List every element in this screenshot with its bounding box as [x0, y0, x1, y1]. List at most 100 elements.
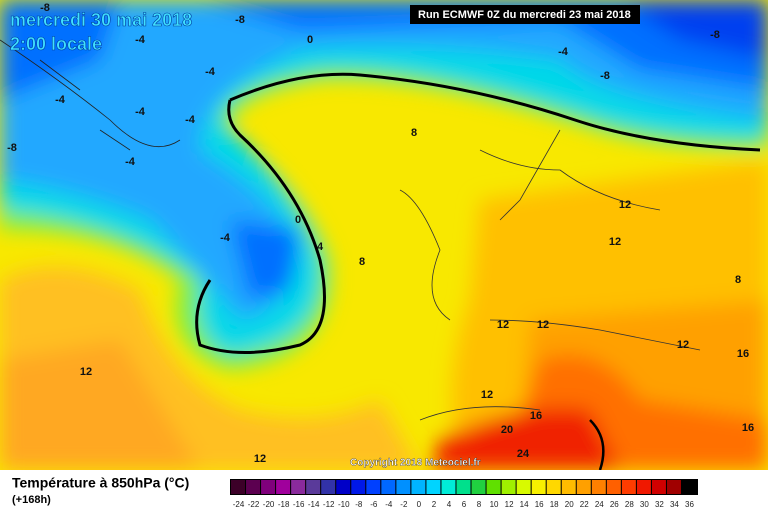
legend-label: -12: [323, 500, 335, 509]
legend-label: 14: [520, 500, 529, 509]
legend-label: -18: [278, 500, 290, 509]
legend-swatch: [621, 480, 636, 494]
contour-label: 8: [359, 256, 365, 268]
legend-label: -24: [233, 500, 245, 509]
legend-swatch: [366, 480, 381, 494]
contour-label: 24: [517, 448, 530, 460]
legend-label: 24: [595, 500, 604, 509]
map-date: mercredi 30 mai 2018: [10, 10, 192, 30]
contour-label: 12: [80, 366, 92, 378]
legend-swatch: [411, 480, 426, 494]
legend-swatch: [441, 480, 456, 494]
legend-label: -22: [248, 500, 260, 509]
legend-label: 2: [432, 500, 437, 509]
legend-label: 30: [640, 500, 649, 509]
legend-swatch: [516, 480, 531, 494]
legend-label: 6: [462, 500, 467, 509]
legend-swatch: [471, 480, 486, 494]
legend-swatch: [396, 480, 411, 494]
contour-label: -4: [185, 114, 196, 126]
legend-swatch: [666, 480, 681, 494]
legend-label: 32: [655, 500, 664, 509]
legend-swatch: [486, 480, 501, 494]
legend-swatch: [456, 480, 471, 494]
legend-label: 10: [490, 500, 499, 509]
footer-lead: (+168h): [12, 494, 51, 506]
contour-label: -8: [235, 14, 245, 26]
coastline: [0, 39, 181, 151]
contour-label: -4: [135, 34, 146, 46]
contour-label: 0: [295, 214, 301, 226]
legend-label: 16: [535, 500, 544, 509]
legend-swatch: [651, 480, 666, 494]
contour-label: 4: [317, 241, 324, 253]
contour-label: 12: [609, 236, 621, 248]
legend-swatch: [501, 480, 516, 494]
contour-label: 12: [254, 453, 266, 465]
legend-label: -14: [308, 500, 320, 509]
legend-swatch: [381, 480, 396, 494]
contour-label: -4: [558, 46, 569, 58]
contour-label: -8: [7, 142, 17, 154]
legend-swatch: [261, 480, 276, 494]
contour-label: 0: [307, 34, 313, 46]
contour-label: -8: [710, 29, 720, 41]
legend-label: -20: [263, 500, 275, 509]
contour-label: 8: [411, 127, 417, 139]
contour-label: 16: [737, 348, 749, 360]
run-box: [410, 5, 640, 24]
contour-label: 8: [735, 274, 741, 286]
contour-label: -4: [205, 66, 216, 78]
contour-label: 20: [501, 424, 513, 436]
legend-label: 20: [565, 500, 574, 509]
legend-label: 18: [550, 500, 559, 509]
legend-swatch: [561, 480, 576, 494]
legend-swatch: [246, 480, 261, 494]
legend-label: 12: [505, 500, 514, 509]
legend-label: 4: [447, 500, 452, 509]
legend-swatch: [336, 480, 351, 494]
legend-swatch: [306, 480, 321, 494]
legend-swatch: [276, 480, 291, 494]
contour-label: 12: [497, 319, 509, 331]
legend-label: 26: [610, 500, 619, 509]
contour-label: -4: [135, 106, 146, 118]
zero-isotherm: [195, 72, 761, 354]
coastline: [399, 129, 701, 421]
contour-label: -4: [55, 94, 66, 106]
legend-label: 0: [417, 500, 422, 509]
contour-label: -8: [40, 2, 50, 14]
legend-label: 22: [580, 500, 589, 509]
legend-label: -10: [338, 500, 350, 509]
contour-label: 12: [677, 339, 689, 351]
contour-label: 12: [537, 319, 549, 331]
legend-swatch: [426, 480, 441, 494]
isotherm-20: [589, 419, 605, 470]
contour-label: -8: [600, 70, 610, 82]
contour-label: -4: [220, 232, 231, 244]
legend-swatch: [591, 480, 606, 494]
legend-swatch: [606, 480, 621, 494]
legend-label: 34: [670, 500, 679, 509]
legend-label: -8: [355, 500, 363, 509]
contour-label: 16: [742, 422, 754, 434]
copyright: Copyright 2018 Meteociel.fr: [350, 458, 481, 469]
legend-label: 8: [477, 500, 482, 509]
legend-swatch: [231, 480, 246, 494]
run-info: Run ECMWF 0Z du mercredi 23 mai 2018: [418, 9, 631, 21]
contour-label: 12: [481, 389, 493, 401]
legend-label: -2: [400, 500, 408, 509]
legend-label: 36: [685, 500, 694, 509]
legend-swatch: [531, 480, 546, 494]
legend-swatch: [576, 480, 591, 494]
legend-swatch: [321, 480, 336, 494]
legend-label: -6: [370, 500, 378, 509]
legend-swatch: [291, 480, 306, 494]
legend-swatch: [681, 480, 696, 494]
legend-label: 28: [625, 500, 634, 509]
map-time: 2:00 locale: [10, 34, 102, 54]
contour-label: -4: [125, 156, 136, 168]
legend-label: -16: [293, 500, 305, 509]
legend-label: -4: [385, 500, 393, 509]
